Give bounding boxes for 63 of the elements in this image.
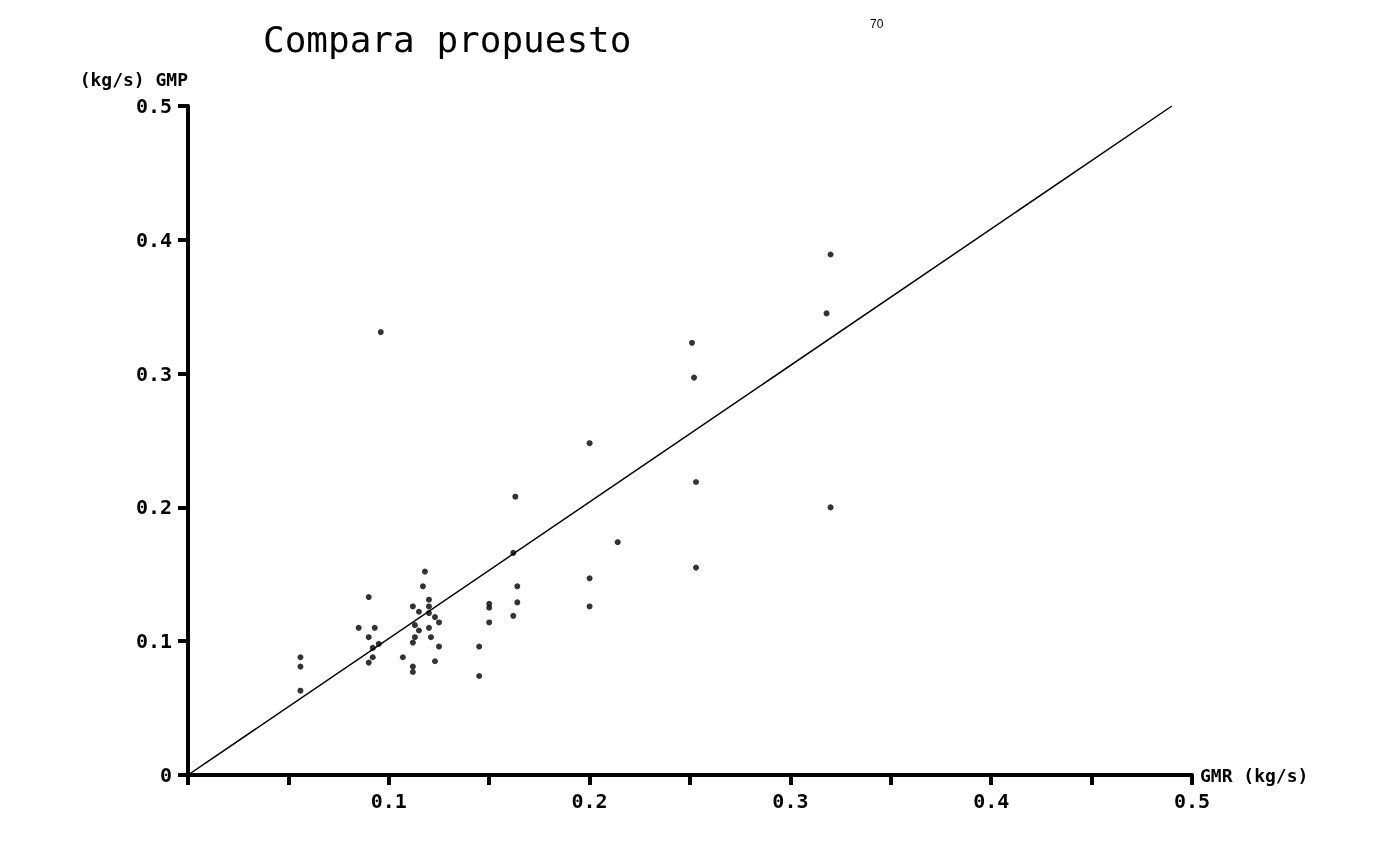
point — [486, 604, 493, 611]
point — [476, 672, 483, 679]
y-tick-label: 0.3 — [135, 361, 172, 386]
point — [425, 596, 432, 603]
point — [431, 614, 438, 621]
point — [425, 624, 432, 631]
point — [827, 504, 834, 511]
point — [371, 624, 378, 631]
y-tick-label: 0 — [159, 763, 172, 787]
point — [297, 687, 304, 694]
point — [586, 440, 593, 447]
x-tick-label: 0.2 — [571, 789, 608, 813]
point — [399, 654, 406, 661]
point — [297, 663, 304, 670]
x-tick-label: 0.5 — [1173, 789, 1211, 813]
point — [365, 634, 372, 641]
point — [586, 575, 593, 582]
point — [421, 568, 428, 575]
point — [693, 478, 700, 485]
point — [409, 663, 416, 670]
point — [427, 634, 434, 641]
x-tick-label: 0.3 — [772, 789, 809, 813]
point — [436, 643, 442, 650]
x-tick-label: 0.4 — [973, 789, 1010, 813]
point — [431, 658, 438, 665]
point — [586, 603, 593, 610]
point — [419, 583, 426, 590]
x-tick-label: 0.1 — [370, 789, 407, 813]
point — [476, 643, 483, 650]
point — [409, 603, 416, 610]
y-tick-label: 0.4 — [135, 227, 172, 252]
point — [377, 329, 384, 336]
point — [689, 339, 696, 346]
point — [486, 619, 493, 626]
point — [365, 659, 372, 666]
point — [297, 654, 304, 661]
y-tick-label: 0.5 — [135, 94, 172, 118]
y-axis-title: (kg/s) GMP — [79, 68, 189, 90]
point — [514, 599, 521, 606]
y-tick-label: 0.1 — [135, 629, 172, 654]
y-tick-label: 0.2 — [135, 495, 172, 520]
point — [691, 374, 698, 381]
point — [425, 603, 432, 610]
point — [415, 608, 422, 615]
point — [614, 539, 621, 546]
point — [827, 251, 834, 258]
point — [514, 583, 521, 590]
point — [409, 668, 416, 675]
x-axis-title: GMR (kg/s) — [1200, 764, 1309, 786]
point — [693, 564, 700, 571]
point — [369, 654, 376, 661]
point — [411, 634, 418, 641]
point — [436, 619, 442, 626]
point — [512, 493, 519, 500]
chart-title: Compara propuesto — [263, 18, 632, 60]
point — [510, 612, 517, 619]
text: 70 — [870, 17, 884, 31]
point — [355, 624, 362, 631]
point — [415, 627, 422, 634]
point — [411, 622, 418, 629]
point — [365, 594, 372, 601]
point — [823, 310, 830, 317]
point — [409, 639, 416, 646]
